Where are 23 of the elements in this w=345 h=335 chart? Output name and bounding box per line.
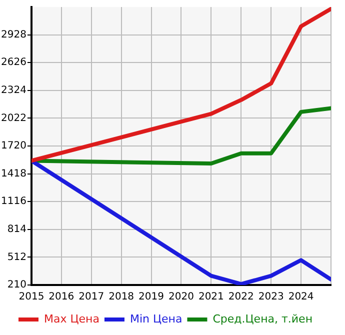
legend-label: Сред.Цена, т.йен xyxy=(212,312,313,326)
x-tick-label: 2019 xyxy=(138,292,164,303)
x-tick-label: 2020 xyxy=(168,292,194,303)
x-tick-label: 2024 xyxy=(288,292,314,303)
x-tick-label: 2015 xyxy=(18,292,44,303)
x-tick-label: 2017 xyxy=(78,292,104,303)
y-tick-label: 2324 xyxy=(0,84,26,96)
y-tick-label: 2022 xyxy=(0,112,26,124)
x-tick-label: 2023 xyxy=(258,292,284,303)
y-tick-label: 210 xyxy=(7,280,26,291)
x-tick-label: 2018 xyxy=(108,292,134,303)
y-tick-label: 1116 xyxy=(0,196,26,208)
y-tick-label: 1720 xyxy=(0,140,26,152)
legend-label: Min Цена xyxy=(130,312,182,326)
y-tick-label: 2928 xyxy=(0,29,26,40)
y-tick-label: 512 xyxy=(7,252,26,263)
legend-label: Max Цена xyxy=(44,312,100,326)
x-tick-label: 2021 xyxy=(198,292,224,303)
y-tick-label: 814 xyxy=(7,224,26,235)
x-tick-label: 2016 xyxy=(48,292,74,303)
x-tick-label: 2022 xyxy=(228,292,254,303)
y-tick-label: 1418 xyxy=(0,168,26,180)
y-tick-label: 2626 xyxy=(0,57,26,68)
